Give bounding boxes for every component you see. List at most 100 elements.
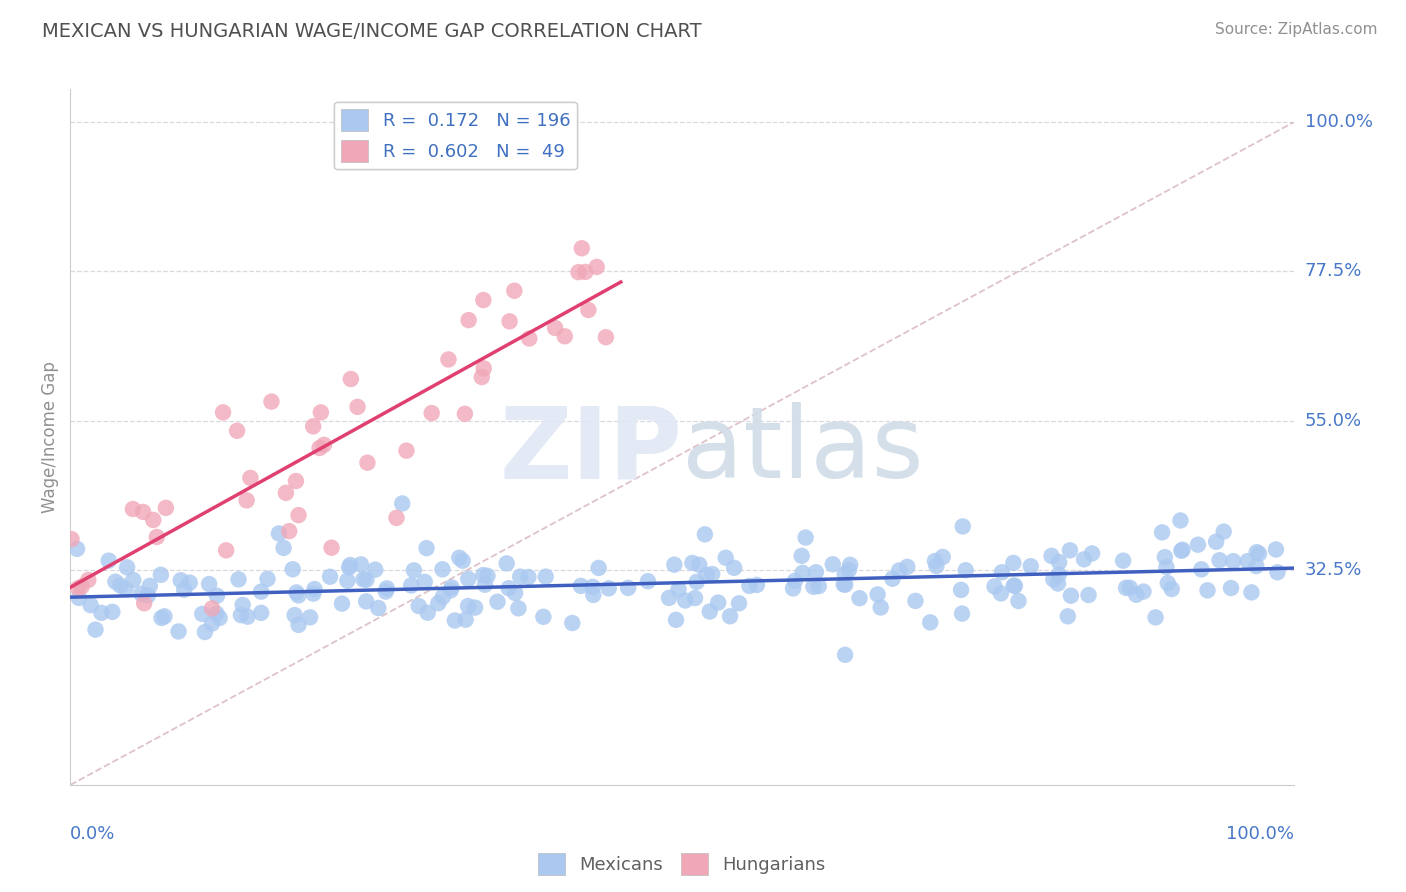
Point [440, 580, 463, 594]
Point [339, 558, 361, 572]
Point [77, 573, 100, 587]
Point [1059, 543, 1081, 558]
Point [509, 569, 531, 583]
Point [1004, 579, 1026, 593]
Point [1040, 549, 1063, 563]
Point [834, 577, 856, 591]
Point [319, 570, 342, 584]
Point [114, 582, 136, 596]
Point [391, 496, 413, 510]
Y-axis label: Wage/Income Gap: Wage/Income Gap [41, 361, 59, 513]
Point [1189, 562, 1212, 576]
Point [920, 615, 942, 630]
Point [1047, 567, 1070, 582]
Point [302, 586, 325, 600]
Point [574, 265, 596, 279]
Point [440, 583, 463, 598]
Point [1060, 589, 1083, 603]
Point [350, 558, 373, 572]
Point [308, 441, 330, 455]
Point [924, 554, 946, 568]
Point [229, 608, 252, 623]
Point [284, 474, 307, 488]
Point [67, 581, 90, 595]
Point [950, 607, 973, 621]
Point [1170, 543, 1192, 558]
Point [198, 577, 221, 591]
Point [364, 563, 387, 577]
Point [790, 549, 813, 563]
Point [437, 352, 460, 367]
Point [228, 573, 250, 587]
Point [1115, 581, 1137, 595]
Point [201, 616, 224, 631]
Point [167, 624, 190, 639]
Point [356, 456, 378, 470]
Point [1002, 556, 1025, 570]
Point [432, 562, 454, 576]
Point [503, 284, 526, 298]
Point [834, 648, 856, 662]
Point [783, 574, 806, 588]
Point [1220, 581, 1243, 595]
Point [356, 573, 378, 587]
Point [287, 618, 309, 632]
Point [1240, 585, 1263, 599]
Point [707, 596, 730, 610]
Point [838, 563, 860, 577]
Point [79, 598, 101, 612]
Text: atlas: atlas [682, 402, 924, 500]
Point [567, 265, 589, 279]
Point [235, 493, 257, 508]
Point [471, 370, 494, 384]
Point [683, 591, 706, 605]
Point [170, 574, 193, 588]
Point [699, 605, 721, 619]
Point [330, 597, 353, 611]
Point [658, 591, 681, 605]
Point [1187, 538, 1209, 552]
Point [477, 569, 499, 583]
Point [226, 424, 249, 438]
Point [1246, 559, 1268, 574]
Point [950, 582, 973, 597]
Point [617, 581, 640, 595]
Point [474, 577, 496, 591]
Point [832, 577, 855, 591]
Point [1019, 559, 1042, 574]
Point [122, 573, 145, 587]
Point [108, 578, 131, 592]
Point [1119, 581, 1142, 595]
Point [285, 585, 308, 599]
Point [1081, 546, 1104, 560]
Point [1144, 610, 1167, 624]
Point [991, 566, 1014, 580]
Text: 100.0%: 100.0% [1226, 825, 1294, 843]
Point [686, 574, 709, 589]
Point [205, 589, 228, 603]
Point [834, 567, 856, 582]
Point [352, 573, 374, 587]
Point [273, 541, 295, 555]
Point [67, 591, 90, 605]
Point [745, 578, 768, 592]
Point [714, 550, 737, 565]
Point [1160, 582, 1182, 596]
Point [1132, 584, 1154, 599]
Point [287, 589, 309, 603]
Point [250, 584, 273, 599]
Point [503, 586, 526, 600]
Point [337, 560, 360, 574]
Point [457, 599, 479, 613]
Point [60, 532, 83, 546]
Point [149, 567, 172, 582]
Point [571, 241, 593, 255]
Point [239, 471, 262, 485]
Point [932, 549, 955, 564]
Text: 0.0%: 0.0% [70, 825, 115, 843]
Point [432, 590, 454, 604]
Point [155, 500, 177, 515]
Point [427, 596, 450, 610]
Point [1073, 552, 1095, 566]
Point [1125, 588, 1147, 602]
